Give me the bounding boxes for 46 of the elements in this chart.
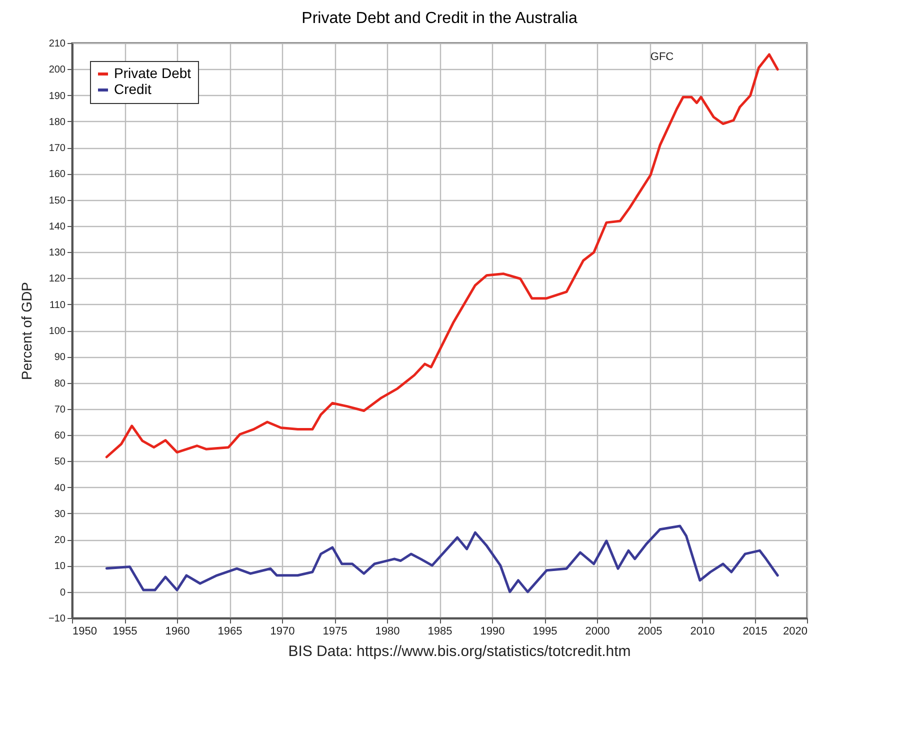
y-tick-label: 100 [48, 326, 66, 337]
y-tick-label: 150 [48, 195, 66, 206]
text: BIS Data: https://www.bis.org/statistics/totcredit.htm [287, 643, 632, 660]
x-tick-label: 1970 [270, 626, 295, 638]
x-tick-label: 1955 [112, 626, 138, 638]
y-tick-label: 130 [48, 248, 66, 259]
x-tick-label: 1980 [375, 626, 400, 638]
y-tick-label: 110 [50, 300, 66, 311]
x-tick-label: 1960 [165, 626, 190, 638]
y-tick-label: 40 [54, 482, 66, 494]
line-series [105, 524, 779, 594]
y-tick-label: 190 [48, 90, 66, 102]
x-tick-label: 1975 [322, 626, 348, 638]
y-tick-label: 20 [54, 535, 66, 546]
x-tick-label: 2010 [690, 626, 715, 638]
y-tick-label: 200 [48, 64, 66, 76]
y-tick-label: 60 [54, 430, 66, 442]
legend-label: Private Debt [114, 65, 192, 81]
line-series [105, 53, 779, 458]
x-tick-label: 2015 [742, 626, 768, 638]
y-tick-label: 160 [48, 169, 66, 180]
y-tick-label: 80 [54, 378, 66, 390]
y-tick-label: 210 [48, 38, 66, 50]
x-tick-label: 1985 [428, 626, 452, 638]
y-tick-label: 120 [48, 274, 66, 285]
y-tick-label: 90 [54, 352, 66, 364]
annotation: GFC [650, 51, 674, 63]
y-tick-label: 0 [60, 587, 66, 598]
x-tick-label: 1990 [480, 626, 505, 638]
x-tick-label: 2005 [638, 626, 662, 638]
y-axis-title: Percent of GDP [18, 282, 35, 380]
chart-title: Private Debt and Credit in the Australia [302, 10, 578, 27]
x-tick-label: 1995 [532, 626, 558, 638]
y-tick-label: 170 [48, 143, 66, 154]
legend-label: Credit [114, 81, 152, 97]
x-tick-label: 2020 [783, 626, 808, 638]
y-tick-label: 70 [54, 404, 66, 416]
x-tick-label: 1950 [72, 626, 97, 638]
y-tick-label: 180 [48, 116, 66, 128]
y-tick-label: 140 [48, 221, 66, 232]
y-tick-label: 10 [54, 561, 66, 572]
y-tick-label: 50 [54, 456, 66, 468]
x-tick-label: 2000 [585, 626, 610, 638]
x-tick-label: 1965 [218, 626, 242, 638]
y-tick-label: −10 [48, 614, 66, 624]
y-tick-label: 30 [54, 508, 66, 520]
